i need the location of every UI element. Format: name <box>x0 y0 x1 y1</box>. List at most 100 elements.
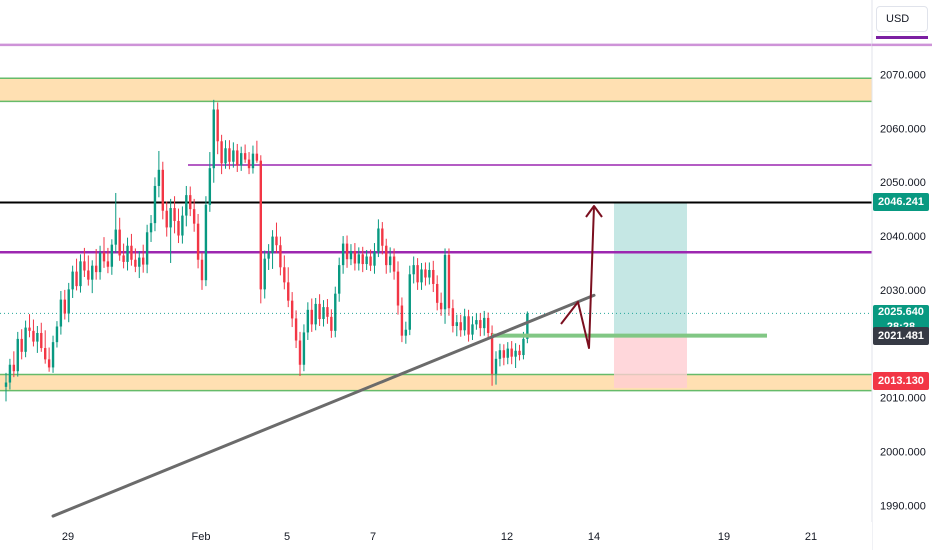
y-tick-label: 2050.000 <box>880 177 926 189</box>
candle-body <box>439 302 443 310</box>
currency-button[interactable]: USD <box>876 6 928 32</box>
candle <box>451 299 455 333</box>
candle <box>463 308 466 336</box>
candle-body <box>361 254 364 265</box>
candle-body <box>130 245 133 260</box>
candle <box>196 213 200 269</box>
candle <box>40 322 43 352</box>
candle <box>63 289 66 320</box>
candle <box>247 152 251 175</box>
candle-body <box>518 350 521 356</box>
candle <box>334 286 337 338</box>
candle-body <box>94 265 98 273</box>
candle-body <box>526 313 529 339</box>
candle-body <box>443 254 447 310</box>
candle-body <box>16 338 19 372</box>
candle-body <box>24 327 27 352</box>
candle <box>142 244 145 273</box>
candle <box>314 297 317 331</box>
candle-body <box>298 340 302 365</box>
candle <box>16 331 19 377</box>
candle-body <box>251 153 255 169</box>
candle <box>192 198 196 232</box>
candle-body <box>486 317 490 333</box>
candle <box>267 244 270 270</box>
candle-body <box>267 253 270 259</box>
candle <box>420 262 423 290</box>
position-stop-area <box>614 335 687 388</box>
candle-body <box>498 350 502 359</box>
candle <box>298 331 302 377</box>
candle-body <box>365 256 368 265</box>
candle <box>424 262 427 286</box>
candle-body <box>314 303 317 325</box>
candle-body <box>318 303 321 319</box>
candle <box>259 155 262 304</box>
candle <box>240 146 243 171</box>
candle <box>59 290 63 335</box>
candle <box>514 343 517 368</box>
candle <box>338 257 341 302</box>
candle-body <box>459 322 462 331</box>
candle <box>388 247 392 273</box>
candle <box>122 243 125 269</box>
candle-body <box>208 168 212 205</box>
candle <box>126 237 129 271</box>
candle <box>71 265 74 298</box>
candle-body <box>428 269 431 278</box>
candle-body <box>204 204 208 281</box>
candle <box>232 142 235 168</box>
candle-body <box>138 257 141 267</box>
candle <box>161 161 164 220</box>
candle-body <box>412 265 415 275</box>
candle-body <box>369 256 372 266</box>
candle-body <box>236 150 239 166</box>
candle-body <box>220 141 223 164</box>
candle-body <box>322 307 325 319</box>
candle-body <box>514 350 517 357</box>
candle <box>106 247 110 274</box>
candle <box>279 236 282 276</box>
candle <box>349 244 353 266</box>
candle <box>185 185 188 227</box>
y-tick-label: 2060.000 <box>880 123 926 135</box>
candle <box>455 314 458 337</box>
candle <box>36 325 39 353</box>
candle-body <box>142 257 145 265</box>
candle-body <box>185 195 188 216</box>
candle-body <box>306 309 310 333</box>
candle-body <box>8 364 12 383</box>
candle-body <box>196 223 200 260</box>
candle-body <box>91 265 94 280</box>
candle <box>220 134 223 175</box>
y-tick-label: 2030.000 <box>880 285 926 297</box>
candle-body <box>83 261 86 271</box>
candle-body <box>212 109 215 169</box>
candle-body <box>345 243 349 260</box>
y-tick-label: 2040.000 <box>880 231 926 243</box>
candle <box>310 298 313 332</box>
candle <box>216 102 219 155</box>
candle-body <box>271 236 274 254</box>
candle <box>353 243 357 271</box>
candle <box>47 347 51 372</box>
candle-body <box>110 244 114 267</box>
candle-body <box>247 159 251 169</box>
candle <box>302 324 306 372</box>
candle <box>326 299 329 324</box>
y-tick-label: 2010.000 <box>880 393 926 405</box>
candle-body <box>79 261 82 287</box>
candle <box>439 292 443 316</box>
candle <box>94 248 98 280</box>
candle-body <box>102 252 106 262</box>
candle-body <box>181 215 184 236</box>
candle-body <box>232 150 235 162</box>
candle-body <box>451 308 455 326</box>
candle-body <box>28 327 31 331</box>
candle-body <box>502 350 506 358</box>
candle <box>200 252 204 290</box>
candle-body <box>287 282 290 301</box>
candle-body <box>255 153 259 161</box>
candle <box>208 152 212 212</box>
